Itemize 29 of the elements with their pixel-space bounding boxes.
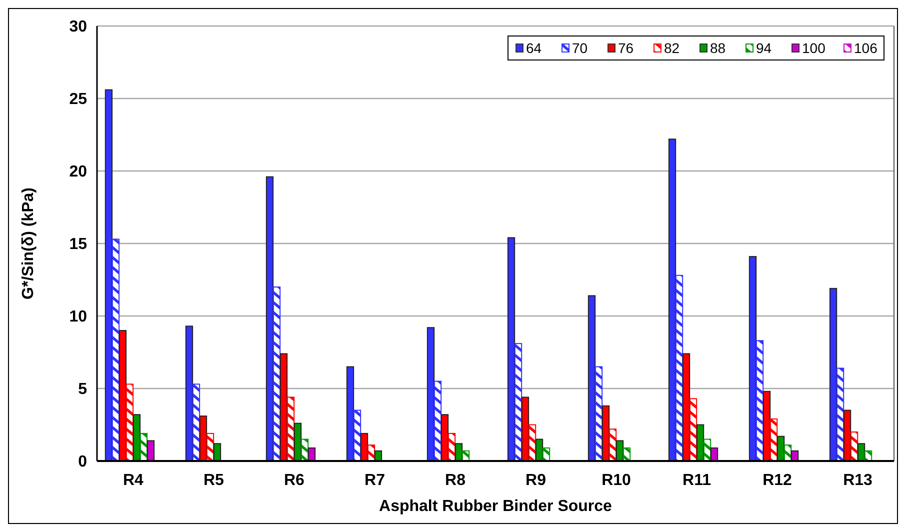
- x-tick-label: R5: [204, 472, 224, 489]
- y-axis-title: G*/Sin(δ) (kPa): [20, 188, 37, 300]
- y-tick-label: 0: [78, 454, 88, 471]
- legend-label: 94: [756, 40, 772, 56]
- legend-label: 106: [854, 40, 878, 56]
- bar: [213, 443, 222, 462]
- x-tick-label: R8: [445, 472, 466, 489]
- legend-label: 82: [664, 40, 680, 56]
- x-tick-label: R6: [284, 472, 305, 489]
- y-tick-label: 5: [78, 381, 88, 398]
- y-tick-label: 10: [69, 308, 88, 326]
- y-tick-label: 30: [69, 18, 88, 36]
- legend-label: 70: [572, 40, 588, 56]
- legend-label: 76: [618, 40, 634, 56]
- y-tick-label: 15: [69, 236, 88, 254]
- x-tick-label: R11: [682, 472, 712, 489]
- legend-label: 88: [710, 40, 726, 56]
- x-tick-label: R12: [762, 472, 792, 489]
- x-tick-label: R9: [526, 472, 546, 489]
- legend-label: 64: [526, 40, 542, 56]
- x-tick-label: R10: [602, 472, 632, 489]
- y-tick-label: 25: [69, 91, 88, 108]
- x-tick-label: R13: [843, 472, 873, 489]
- x-tick-label: R7: [364, 472, 386, 489]
- bar: [146, 440, 155, 462]
- y-tick-label: 20: [69, 164, 88, 181]
- x-axis-title: Asphalt Rubber Binder Source: [379, 498, 612, 515]
- x-tick-label: R4: [123, 472, 144, 489]
- legend-label: 100: [802, 40, 826, 56]
